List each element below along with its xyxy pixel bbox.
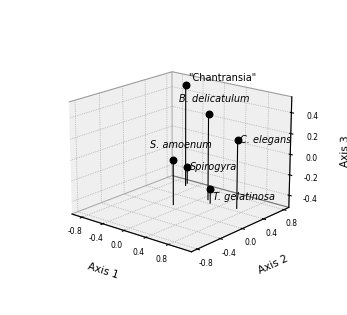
Y-axis label: Axis 2: Axis 2: [256, 254, 289, 276]
X-axis label: Axis 1: Axis 1: [87, 261, 120, 280]
